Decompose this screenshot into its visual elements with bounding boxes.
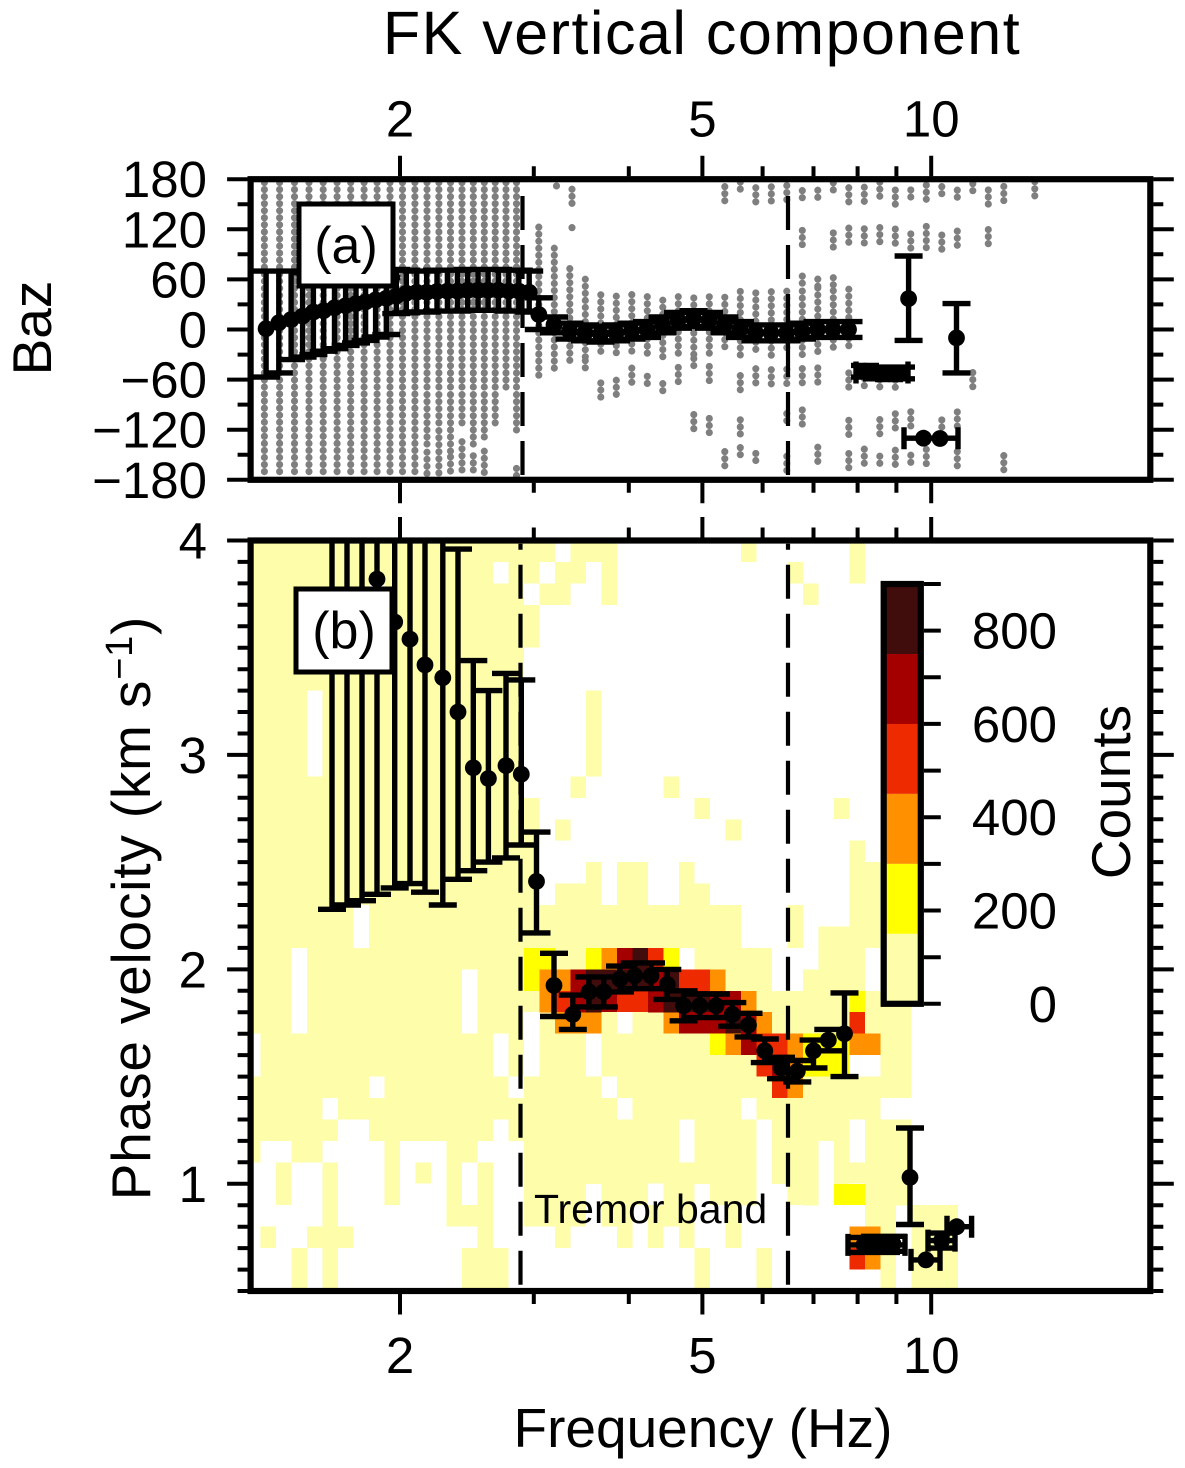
svg-text:−60: −60 [120, 352, 207, 409]
svg-text:−180: −180 [92, 452, 207, 509]
svg-text:(b): (b) [312, 602, 376, 660]
svg-text:180: 180 [122, 151, 207, 208]
svg-text:(a): (a) [314, 217, 378, 275]
svg-text:Counts: Counts [1080, 705, 1142, 879]
svg-text:Tremor band: Tremor band [534, 1186, 767, 1232]
svg-text:120: 120 [122, 201, 207, 258]
svg-text:0: 0 [179, 302, 207, 359]
svg-text:60: 60 [150, 251, 207, 308]
svg-text:600: 600 [972, 696, 1057, 753]
svg-text:2: 2 [386, 91, 414, 148]
svg-text:5: 5 [688, 91, 716, 148]
svg-text:Phase velocity (km s−1): Phase velocity (km s−1) [99, 616, 162, 1200]
svg-text:3: 3 [179, 727, 207, 784]
svg-text:1: 1 [179, 1156, 207, 1213]
svg-text:Baz: Baz [1, 281, 63, 376]
svg-text:5: 5 [688, 1327, 716, 1384]
svg-text:10: 10 [903, 1327, 960, 1384]
svg-text:FK vertical component: FK vertical component [383, 0, 1021, 67]
svg-text:10: 10 [903, 91, 960, 148]
svg-text:2: 2 [179, 941, 207, 998]
svg-text:400: 400 [972, 789, 1057, 846]
svg-text:200: 200 [972, 883, 1057, 940]
svg-text:2: 2 [386, 1327, 414, 1384]
svg-text:−120: −120 [92, 402, 207, 459]
svg-text:0: 0 [1029, 976, 1057, 1033]
svg-text:800: 800 [972, 603, 1057, 660]
svg-text:4: 4 [179, 513, 207, 570]
svg-text:Frequency (Hz): Frequency (Hz) [514, 1397, 893, 1459]
